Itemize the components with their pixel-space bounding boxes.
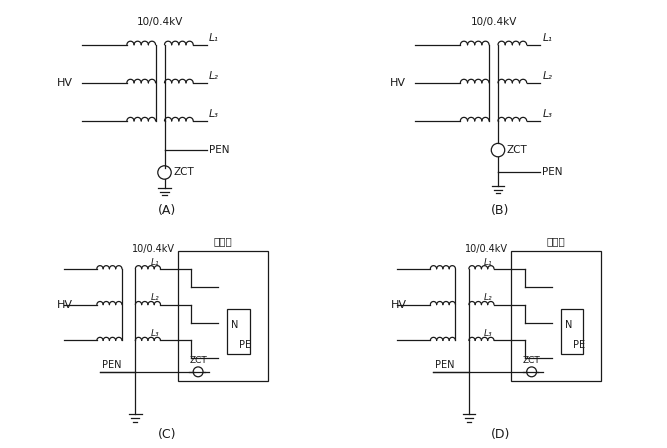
Text: (A): (A) <box>157 204 176 217</box>
Text: L₃: L₃ <box>542 109 552 119</box>
Text: L₁: L₁ <box>484 258 493 267</box>
Text: HV: HV <box>390 78 406 88</box>
Text: HV: HV <box>390 300 406 310</box>
Text: PEN: PEN <box>542 168 563 177</box>
Text: (B): (B) <box>491 204 510 217</box>
Text: L₂: L₂ <box>484 293 493 302</box>
Text: 10/0.4kV: 10/0.4kV <box>137 17 183 27</box>
Text: L₂: L₂ <box>151 293 159 302</box>
Bar <box>178 251 267 381</box>
Text: 10/0.4kV: 10/0.4kV <box>132 244 175 254</box>
Text: L₁: L₁ <box>209 33 219 43</box>
Text: L₁: L₁ <box>542 33 552 43</box>
Text: L₁: L₁ <box>151 258 159 267</box>
Bar <box>512 251 601 381</box>
Text: N: N <box>231 320 239 330</box>
Text: L₂: L₂ <box>209 71 219 81</box>
Text: PE: PE <box>239 340 251 350</box>
Text: (C): (C) <box>157 428 176 441</box>
Text: ZCT: ZCT <box>506 145 528 155</box>
Text: ZCT: ZCT <box>523 356 540 365</box>
Text: PEN: PEN <box>436 360 455 370</box>
Text: PEN: PEN <box>102 360 121 370</box>
Text: PE: PE <box>572 340 585 350</box>
Text: 10/0.4kV: 10/0.4kV <box>466 244 508 254</box>
Text: ZCT: ZCT <box>173 168 194 177</box>
Text: 开关柜: 开关柜 <box>547 237 566 246</box>
Text: 开关柜: 开关柜 <box>213 237 232 246</box>
Text: N: N <box>565 320 572 330</box>
Text: HV: HV <box>57 300 73 310</box>
Text: L₃: L₃ <box>484 329 493 338</box>
Bar <box>227 309 249 354</box>
Bar <box>561 309 583 354</box>
Text: L₂: L₂ <box>542 71 552 81</box>
Text: HV: HV <box>57 78 73 88</box>
Text: L₃: L₃ <box>209 109 219 119</box>
Text: L₃: L₃ <box>151 329 159 338</box>
Text: 10/0.4kV: 10/0.4kV <box>470 17 517 27</box>
Text: (D): (D) <box>490 428 510 441</box>
Text: ZCT: ZCT <box>189 356 207 365</box>
Text: PEN: PEN <box>209 145 229 155</box>
